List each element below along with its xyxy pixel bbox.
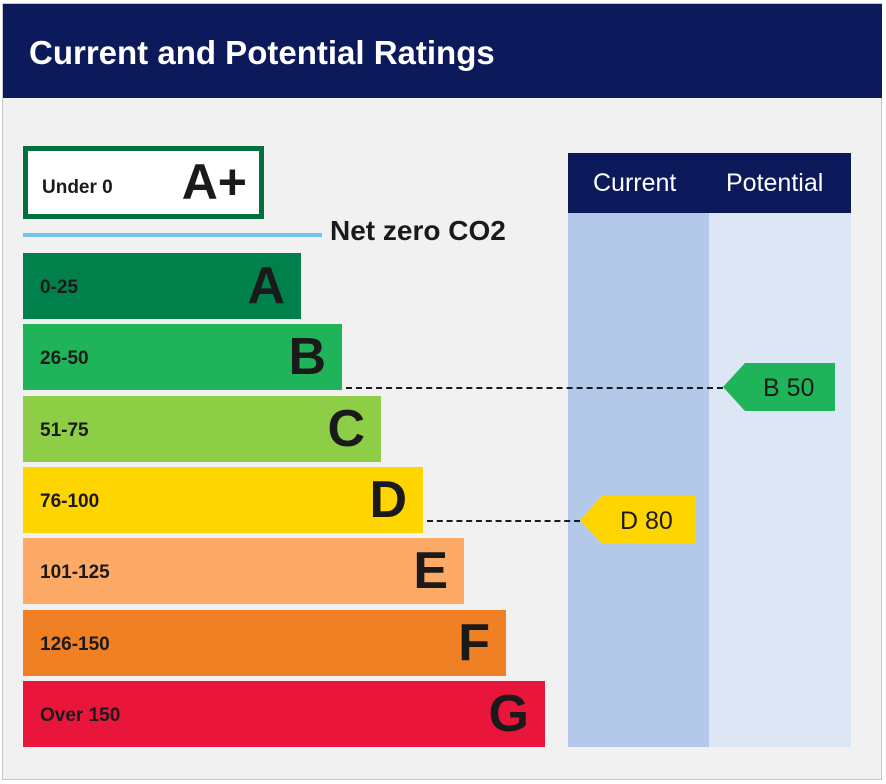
potential-marker-body — [745, 363, 835, 411]
net-zero-line — [23, 233, 322, 237]
current-rating-marker: D 80 — [580, 496, 696, 544]
band-e-range: 101-125 — [40, 562, 110, 583]
band-g: Over 150 G — [23, 681, 545, 747]
potential-leader-line — [346, 387, 723, 389]
band-c: 51-75 C — [23, 396, 381, 462]
band-d: 76-100 D — [23, 467, 423, 533]
band-f: 126-150 F — [23, 610, 506, 676]
band-f-letter: F — [458, 614, 490, 672]
band-e-letter: E — [413, 542, 448, 600]
band-a-plus: Under 0 A+ — [23, 146, 264, 219]
chart-title: Current and Potential Ratings — [29, 34, 495, 71]
band-b-range: 26-50 — [40, 348, 89, 369]
chart-header: Current and Potential Ratings — [3, 4, 882, 98]
band-b-letter: B — [288, 328, 326, 386]
band-g-letter: G — [488, 685, 529, 743]
net-zero-label: Net zero CO2 — [330, 215, 506, 246]
band-c-range: 51-75 — [40, 420, 89, 441]
band-g-range: Over 150 — [40, 705, 121, 726]
band-c-letter: C — [327, 400, 365, 458]
current-leader-line — [427, 520, 580, 522]
band-e: 101-125 E — [23, 538, 464, 604]
band-d-letter: D — [369, 471, 407, 529]
band-f-range: 126-150 — [40, 634, 110, 655]
band-b: 26-50 B — [23, 324, 342, 390]
current-column — [568, 153, 709, 747]
potential-rating-label: B 50 — [763, 374, 815, 402]
current-rating-label: D 80 — [620, 507, 673, 535]
column-header: Current Potential — [568, 153, 851, 213]
band-a-letter: A — [247, 257, 285, 315]
band-d-range: 76-100 — [40, 491, 100, 512]
potential-column — [709, 153, 851, 747]
current-marker-body — [602, 496, 696, 544]
potential-column-header: Potential — [726, 169, 824, 197]
band-a-plus-range: Under 0 — [42, 177, 113, 198]
potential-marker-arrow — [723, 363, 745, 411]
band-a-range: 0-25 — [40, 277, 79, 298]
band-a-plus-letter: A+ — [181, 154, 247, 210]
band-a: 0-25 A — [23, 253, 301, 319]
potential-rating-marker: B 50 — [723, 363, 835, 411]
current-marker-arrow — [580, 496, 602, 544]
current-column-header: Current — [593, 169, 677, 197]
